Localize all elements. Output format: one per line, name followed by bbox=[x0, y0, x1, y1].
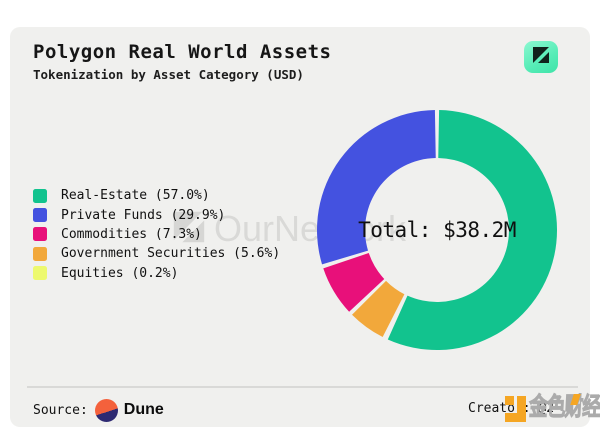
source-attribution: Source: Dune bbox=[33, 398, 164, 422]
footer-divider bbox=[27, 386, 578, 388]
legend-item: Government Securities (5.6%) bbox=[33, 244, 280, 263]
source-name: Dune bbox=[123, 401, 164, 418]
legend-label: Real-Estate (57.0%) bbox=[61, 188, 210, 204]
donut-slice-real-estate bbox=[387, 110, 558, 351]
ournetwork-watermark: OurNetwork bbox=[170, 208, 406, 250]
legend-swatch bbox=[33, 227, 47, 242]
legend-swatch bbox=[33, 266, 47, 281]
donut-slice-commodities bbox=[323, 253, 385, 312]
ournetwork-watermark-arrow-icon bbox=[170, 208, 208, 250]
chart-card bbox=[10, 27, 590, 427]
legend-label: Government Securities (5.6%) bbox=[61, 246, 281, 262]
donut-center-total: Total: $38.2M bbox=[358, 218, 516, 242]
legend-swatch bbox=[33, 246, 47, 261]
legend-item: Real-Estate (57.0%) bbox=[33, 186, 280, 205]
legend-item: Commodities (7.3%) bbox=[33, 225, 280, 244]
jinse-logo-icon bbox=[502, 390, 530, 430]
legend-label: Equities (0.2%) bbox=[61, 265, 179, 281]
jinse-watermark-text: 金色财经 bbox=[528, 393, 600, 422]
donut-slice-private-funds bbox=[317, 110, 436, 265]
legend-item: Equities (0.2%) bbox=[33, 264, 280, 283]
page-title: Polygon Real World Assets bbox=[33, 41, 332, 63]
donut-slice-government-securities bbox=[352, 280, 405, 337]
legend-label: Private Funds (29.9%) bbox=[61, 207, 226, 223]
chart-legend: Real-Estate (57.0%) Private Funds (29.9%)… bbox=[33, 186, 280, 283]
jinse-finance-watermark: 金色财经 bbox=[502, 390, 600, 430]
ournetwork-logo-badge bbox=[524, 41, 558, 73]
ournetwork-watermark-text: OurNetwork bbox=[214, 208, 407, 249]
page-subtitle: Tokenization by Asset Category (USD) bbox=[33, 67, 304, 82]
legend-swatch bbox=[33, 188, 47, 203]
dune-logo-icon bbox=[94, 398, 118, 422]
creator-credit: Creator: @2 bbox=[468, 401, 555, 416]
ournetwork-arrow-icon bbox=[531, 45, 551, 69]
legend-label: Commodities (7.3%) bbox=[61, 226, 202, 242]
legend-swatch bbox=[33, 208, 47, 223]
legend-item: Private Funds (29.9%) bbox=[33, 205, 280, 224]
source-label: Source: bbox=[33, 402, 88, 418]
donut-chart bbox=[317, 110, 558, 351]
